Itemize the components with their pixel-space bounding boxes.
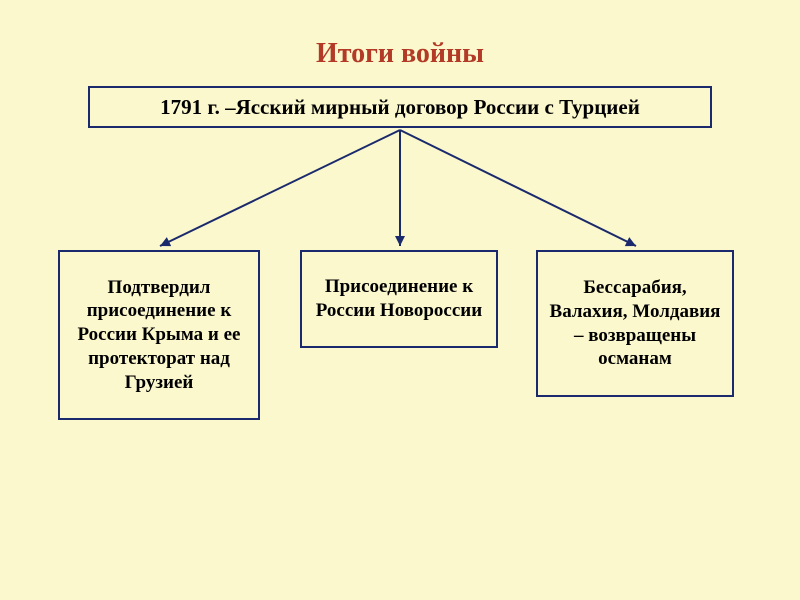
arrow-layer <box>0 0 800 600</box>
arrow-head-1 <box>395 236 405 246</box>
arrow-line-0 <box>160 130 400 246</box>
arrow-line-2 <box>400 130 636 246</box>
